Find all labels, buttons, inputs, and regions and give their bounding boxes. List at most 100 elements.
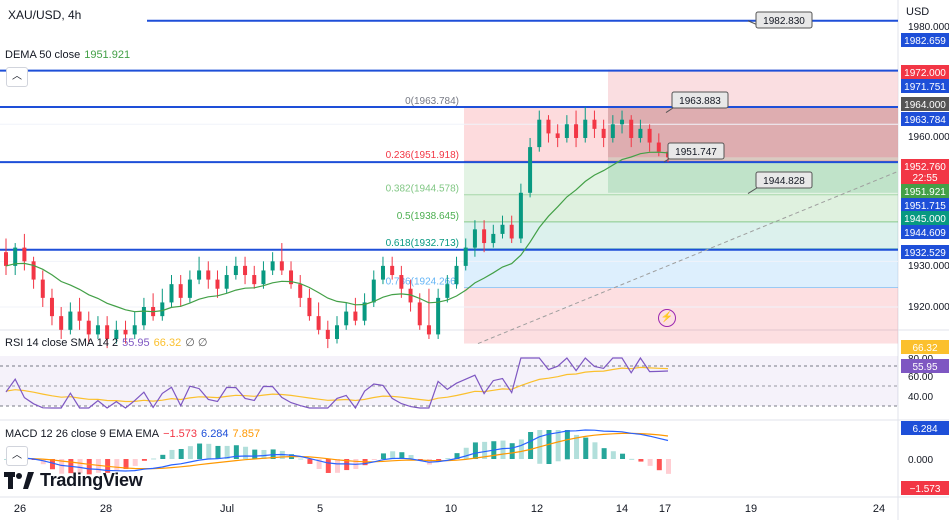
candle-body	[592, 119, 597, 129]
candle-body	[564, 124, 569, 138]
candle-body	[638, 128, 643, 138]
tradingview-logo-icon	[4, 471, 34, 489]
rsi-axis-badge	[901, 359, 949, 373]
price-axis-badge	[901, 112, 949, 126]
macd-axis-badge	[901, 421, 949, 435]
macd-histogram-bar	[454, 453, 460, 459]
symbol-title: XAU/USD, 4h	[8, 8, 82, 22]
price-callout	[755, 171, 813, 189]
price-axis-badge	[901, 211, 949, 225]
currency-label[interactable]: USD	[906, 6, 930, 18]
macd-histogram-bar	[86, 459, 92, 475]
macd-legend: MACD 12 26 close 9 EMA EMA −1.573 6.284 7.8…	[5, 428, 260, 440]
candle-body	[123, 329, 128, 335]
candle-body	[187, 279, 192, 298]
rsi-sma-value: 66.32	[153, 337, 182, 349]
price-callout-text: 1963.883	[679, 96, 721, 107]
collapse-chevron-up-icon[interactable]: ︿	[6, 67, 28, 87]
candle-body	[610, 124, 615, 138]
price-axis-badge-text: 1952.760	[904, 162, 946, 173]
price-axis-badge-text: 1945.000	[904, 214, 946, 225]
price-tick: 1920.000	[908, 302, 949, 313]
macd-hist-value: −1.573	[163, 428, 198, 440]
fib-band	[464, 248, 898, 288]
price-axis-badge	[901, 79, 949, 93]
macd-histogram-bar	[408, 455, 414, 459]
macd-histogram-bar	[307, 459, 313, 464]
candle-body	[601, 128, 606, 138]
rsi-axis-badge-text: 66.32	[912, 343, 937, 354]
candle-body	[270, 261, 275, 271]
candle-body	[629, 119, 634, 138]
tradingview-logo[interactable]: TradingView	[4, 470, 143, 491]
candle-body	[114, 329, 119, 339]
candle-body	[169, 284, 174, 303]
rsi-tick: 40.00	[908, 392, 933, 403]
candle-body	[344, 311, 349, 326]
price-callout-text: 1982.830	[763, 16, 805, 27]
price-axis-badge-text: 1951.921	[904, 187, 946, 198]
macd-histogram-bar	[344, 459, 350, 471]
macd-line	[5, 429, 669, 472]
macd-histogram-bar	[592, 442, 598, 459]
candle-body	[574, 124, 579, 138]
position-active-zone	[608, 106, 898, 158]
macd-histogram-bar	[528, 432, 534, 459]
macd-histogram-bar	[564, 430, 570, 460]
candle-body	[500, 224, 505, 234]
time-tick: 19	[745, 503, 757, 515]
candle-body	[224, 275, 229, 289]
macd-axis-badge-text: −1.573	[910, 484, 941, 495]
candle-body	[307, 297, 312, 317]
candle-body	[261, 270, 266, 285]
macd-value: 6.284	[201, 428, 229, 440]
macd-histogram-bar	[151, 458, 157, 460]
rsi-line	[5, 356, 669, 410]
price-axis-badge-text: 22:55	[912, 173, 937, 184]
candle-body	[233, 265, 238, 276]
rsi-tick: 60.00	[908, 372, 933, 383]
candle-body	[4, 252, 8, 266]
candle-body	[325, 329, 330, 339]
macd-histogram-bar	[252, 449, 258, 459]
candle-body	[518, 192, 523, 239]
candle-body	[197, 270, 202, 280]
collapse-chevron-up-icon[interactable]: ︿	[6, 446, 28, 466]
candle-body	[316, 316, 321, 330]
macd-histogram-bar	[482, 441, 488, 459]
time-tick: 24	[873, 503, 885, 515]
macd-histogram-bar	[261, 449, 267, 459]
price-axis-badge	[901, 65, 949, 79]
fib-band	[464, 287, 898, 344]
time-tick: 5	[317, 503, 323, 515]
candle-body	[472, 229, 477, 248]
macd-histogram-bar	[666, 459, 671, 474]
candle-body	[583, 119, 588, 138]
fib-band	[464, 161, 898, 195]
price-callout-text: 1944.828	[763, 176, 805, 187]
macd-histogram-bar	[178, 448, 184, 459]
macd-histogram-bar	[243, 446, 249, 459]
candle-body	[289, 270, 294, 285]
fib-level-label: 0.618(1932.713)	[386, 238, 459, 249]
dema-label: DEMA 50 close	[5, 49, 81, 61]
price-axis-badge-text: 1951.715	[904, 201, 946, 212]
price-axis-badge	[901, 170, 949, 184]
macd-histogram-bar	[656, 459, 662, 471]
price-callout	[667, 142, 725, 160]
macd-histogram-bar	[583, 437, 589, 459]
price-axis-badge-text: 1982.659	[904, 36, 946, 47]
macd-tick: 0.000	[908, 455, 933, 466]
macd-histogram-bar	[325, 459, 331, 473]
candle-body	[482, 229, 487, 244]
candle-body	[105, 325, 110, 339]
macd-signal-line	[5, 432, 669, 470]
candle-body	[491, 233, 496, 244]
candle-body	[362, 302, 367, 321]
price-axis-badge	[901, 184, 949, 198]
price-axis-badge	[901, 159, 949, 173]
candle-body	[380, 265, 385, 280]
fib-level-label: 0(1963.784)	[405, 96, 459, 107]
lightning-icon[interactable]: ⚡	[658, 309, 676, 327]
